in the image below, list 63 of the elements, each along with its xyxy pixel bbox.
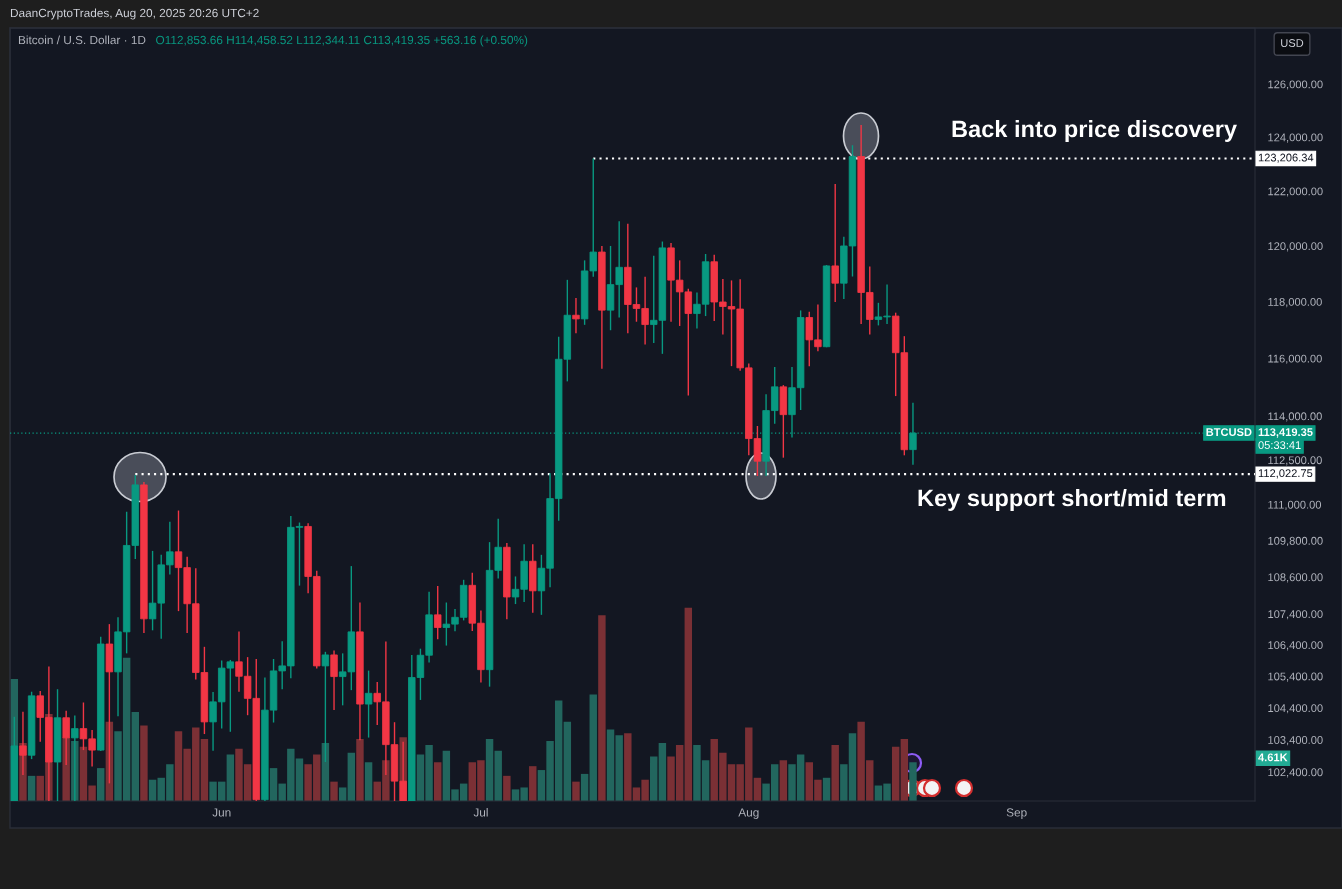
candlestick xyxy=(434,585,442,641)
y-tick-label: 111,000.00 xyxy=(1268,500,1322,510)
bar xyxy=(97,768,105,801)
y-tick-label: 114,000.00 xyxy=(1268,412,1322,422)
bar xyxy=(356,739,364,801)
bar xyxy=(27,775,36,801)
bar xyxy=(891,746,900,801)
bar xyxy=(364,762,373,801)
bar xyxy=(598,615,606,801)
bar xyxy=(140,725,148,801)
candlestick xyxy=(572,297,580,335)
candlestick xyxy=(330,649,338,711)
bar xyxy=(589,694,597,801)
x-tick-label: Aug xyxy=(738,808,759,819)
text: 112,022.75 xyxy=(1258,469,1313,479)
ref-line-label: 113,419.35 xyxy=(1258,428,1313,438)
text: 123,206.34 xyxy=(1258,153,1314,163)
text: O112,853.66 H114,458.52 L112,344.11 C113,419.35 +563.16 (+0.50%) xyxy=(156,35,528,47)
bar xyxy=(900,739,909,801)
x-tick-label: Sep xyxy=(1006,808,1027,819)
bar xyxy=(434,762,442,801)
y-tick-label: 107,400.00 xyxy=(1268,610,1323,620)
bar xyxy=(226,754,235,801)
y-tick-label: 105,400.00 xyxy=(1268,672,1323,682)
y-tick-label: 108,600.00 xyxy=(1268,573,1323,583)
bar xyxy=(650,756,658,801)
text: DaanCryptoTrades, Aug 20, 2025 20:26 UTC+2 xyxy=(10,8,259,20)
x-tick-label: Jul xyxy=(473,807,488,817)
bar xyxy=(347,752,356,801)
candlestick xyxy=(831,183,839,303)
bar xyxy=(779,760,788,801)
text: Bitcoin / U.S. Dollar · 1D xyxy=(18,35,146,45)
text: USD xyxy=(1281,39,1304,47)
bar xyxy=(572,781,580,801)
bar xyxy=(684,607,693,801)
y-tick-label: 122,000.00 xyxy=(1268,187,1323,197)
x-tick-label: Jun xyxy=(212,808,231,817)
y-tick-label: 126,000.00 xyxy=(1268,80,1323,90)
y-tick-label: 124,000.00 xyxy=(1268,133,1323,143)
y-tick-label: 102,400.00 xyxy=(1268,768,1323,778)
candlestick xyxy=(364,669,373,739)
annotation: Key support short/mid term xyxy=(918,488,1226,511)
y-tick-label: 120,000.00 xyxy=(1268,242,1323,252)
bar xyxy=(563,721,572,801)
y-tick-label: 109,800.00 xyxy=(1268,536,1323,547)
y-tick-label: 104,400.00 xyxy=(1268,704,1323,714)
y-tick-label: 118,000.00 xyxy=(1268,297,1322,308)
bar xyxy=(831,744,839,801)
y-tick-label: 103,400.00 xyxy=(1268,736,1323,746)
annotation: Back into price discovery xyxy=(952,120,1237,142)
bar xyxy=(503,775,511,801)
y-tick-label: 116,000.00 xyxy=(1268,354,1322,364)
y-tick-label: 106,400.00 xyxy=(1268,641,1323,651)
bar xyxy=(658,742,667,801)
bar xyxy=(529,766,537,801)
text: 05:33:41 xyxy=(1258,441,1301,450)
bar xyxy=(338,787,347,801)
bar xyxy=(330,781,338,801)
y-tick-label: 112,500.00 xyxy=(1268,456,1322,466)
annotation: BTCUSD xyxy=(1206,428,1252,437)
bar xyxy=(580,773,589,801)
bar xyxy=(131,711,140,801)
bar xyxy=(200,739,209,801)
